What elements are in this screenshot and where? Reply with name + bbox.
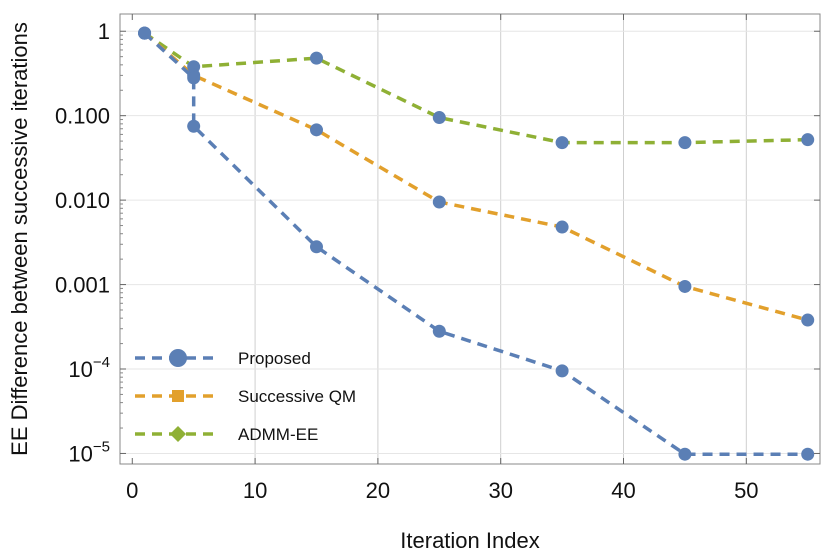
data-point bbox=[801, 133, 815, 147]
data-point bbox=[555, 136, 569, 150]
data-point bbox=[187, 71, 201, 85]
legend-marker bbox=[172, 390, 184, 402]
data-point bbox=[801, 447, 815, 461]
series-layer bbox=[138, 26, 815, 461]
data-point bbox=[432, 195, 446, 209]
series-line-successive-qm bbox=[143, 31, 809, 322]
data-point bbox=[678, 279, 692, 293]
series-line-proposed bbox=[143, 31, 808, 456]
y-tick-base: 0.100 bbox=[55, 104, 110, 129]
y-tick-base: 0.001 bbox=[55, 273, 110, 298]
x-tick-label: 50 bbox=[734, 478, 758, 503]
data-point bbox=[309, 51, 323, 65]
data-point bbox=[555, 220, 569, 234]
data-point bbox=[187, 119, 201, 133]
y-tick-label: 10−4 bbox=[68, 354, 110, 382]
x-tick-label: 20 bbox=[366, 478, 390, 503]
data-point bbox=[138, 26, 152, 40]
y-tick-exponent: −5 bbox=[93, 438, 110, 455]
legend-label: ADMM-EE bbox=[238, 425, 318, 444]
y-tick-base: 10 bbox=[68, 357, 92, 382]
y-tick-base: 0.010 bbox=[55, 188, 110, 213]
y-tick-exponent: −4 bbox=[93, 354, 110, 371]
data-point bbox=[432, 324, 446, 338]
y-axis-title: EE Difference between successive iterati… bbox=[7, 22, 32, 456]
y-tick-label: 10−5 bbox=[68, 438, 110, 466]
x-axis-title: Iteration Index bbox=[400, 528, 539, 553]
legend-marker bbox=[169, 349, 187, 367]
legend-marker bbox=[170, 426, 186, 442]
x-tick-label: 10 bbox=[243, 478, 267, 503]
data-point bbox=[309, 240, 323, 254]
data-point bbox=[678, 136, 692, 150]
y-tick-base: 10 bbox=[68, 441, 92, 466]
data-point bbox=[678, 447, 692, 461]
x-tick-label: 30 bbox=[488, 478, 512, 503]
y-tick-label: 1 bbox=[98, 19, 110, 44]
y-tick-label: 0.100 bbox=[55, 104, 110, 129]
data-point bbox=[309, 123, 323, 137]
grid bbox=[120, 14, 820, 464]
legend-label: Proposed bbox=[238, 349, 311, 368]
x-tick-label: 0 bbox=[126, 478, 138, 503]
series-line-admm-ee bbox=[143, 31, 808, 145]
y-tick-label: 0.001 bbox=[55, 273, 110, 298]
legend-label: Successive QM bbox=[238, 387, 356, 406]
data-point bbox=[801, 313, 815, 327]
y-tick-base: 1 bbox=[98, 19, 110, 44]
plot-frame bbox=[119, 13, 821, 465]
y-tick-label: 0.010 bbox=[55, 188, 110, 213]
data-point bbox=[555, 364, 569, 378]
legend: Proposed Successive QM ADMM-EE bbox=[135, 349, 356, 444]
data-point bbox=[432, 111, 446, 125]
x-tick-label: 40 bbox=[611, 478, 635, 503]
